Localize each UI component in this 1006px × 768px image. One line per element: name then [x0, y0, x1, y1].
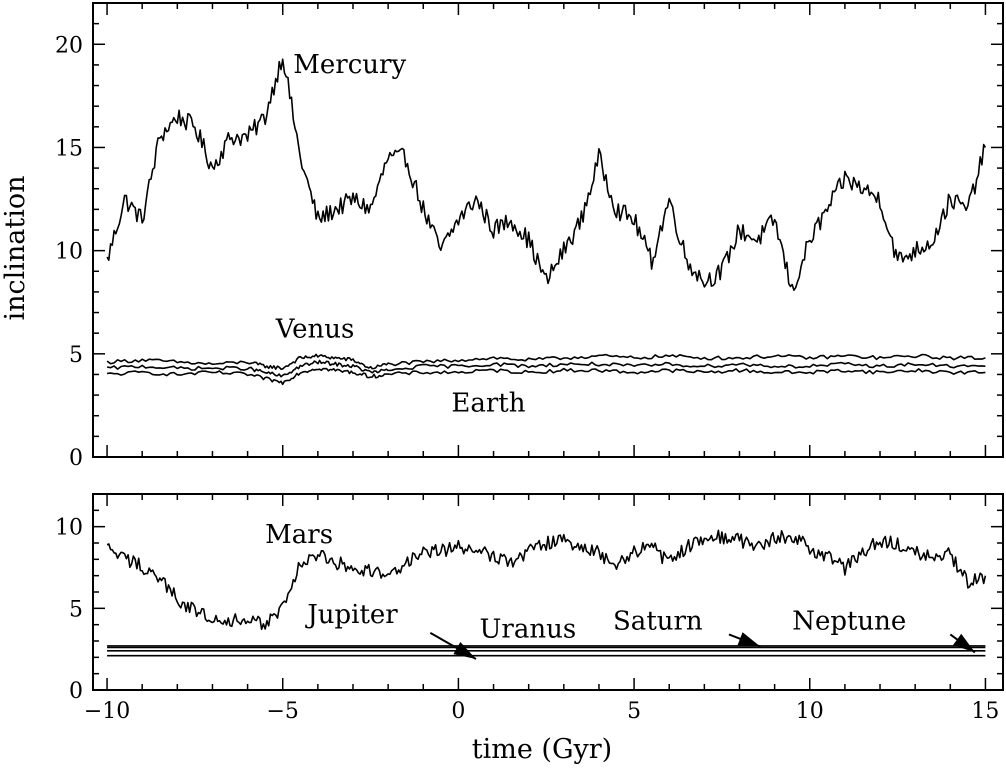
x-axis-label: time (Gyr): [472, 734, 612, 765]
top-plot-frame: [92, 2, 1004, 458]
arrow-head: [952, 633, 975, 653]
y-tick-label: 5: [69, 597, 83, 622]
mars-label: Mars: [265, 520, 333, 550]
arrow-head: [737, 632, 761, 647]
x-tick-label: 0: [451, 699, 465, 724]
y-tick-label: 10: [55, 516, 83, 541]
y-tick-label: 20: [55, 33, 83, 58]
bottom-panel: −10 −5 0 5 10 15 0 5 10 Mars Jupiter Uranus Saturn N…: [55, 493, 1004, 765]
y-axis-label: inclination: [0, 175, 31, 320]
bottom-arrows: [429, 631, 976, 660]
top-panel: 0 5 10 15 20 Mercury Venus Earth inclination: [0, 2, 1004, 471]
bottom-ticks: −10 −5 0 5 10 15 0 5 10: [55, 493, 1003, 724]
top-ticks: 0 5 10 15 20: [55, 2, 1003, 471]
mars-series-line: [106, 529, 987, 630]
venus-label: Venus: [275, 314, 355, 344]
jupiter-label: Jupiter: [304, 600, 398, 630]
saturn-label: Saturn: [613, 607, 703, 637]
mercury-label: Mercury: [293, 50, 406, 80]
top-labels: Mercury Venus Earth: [275, 50, 526, 418]
earth-series-line: [107, 367, 986, 386]
y-tick-label: 10: [55, 240, 83, 265]
unlabeled-series-line: [106, 359, 986, 378]
bottom-labels: Mars Jupiter Uranus Saturn Neptune: [265, 520, 906, 645]
x-tick-label: −5: [267, 699, 299, 724]
bottom-series: [106, 529, 987, 657]
mercury-series-line: [106, 58, 987, 291]
venus-series-line: [106, 353, 986, 370]
y-tick-label: 15: [55, 136, 83, 161]
x-tick-label: −10: [84, 699, 130, 724]
x-tick-label: 10: [796, 699, 824, 724]
y-tick-label: 0: [69, 446, 83, 471]
top-series: [106, 58, 987, 386]
x-tick-label: 15: [971, 699, 999, 724]
arrow-head: [453, 641, 476, 659]
uranus-label: Uranus: [479, 615, 576, 645]
y-tick-label: 5: [69, 343, 83, 368]
y-tick-label: 0: [69, 679, 83, 704]
x-tick-label: 5: [627, 699, 641, 724]
neptune-label: Neptune: [792, 607, 906, 637]
bottom-plot-frame: [92, 493, 1004, 691]
earth-label: Earth: [451, 389, 525, 419]
